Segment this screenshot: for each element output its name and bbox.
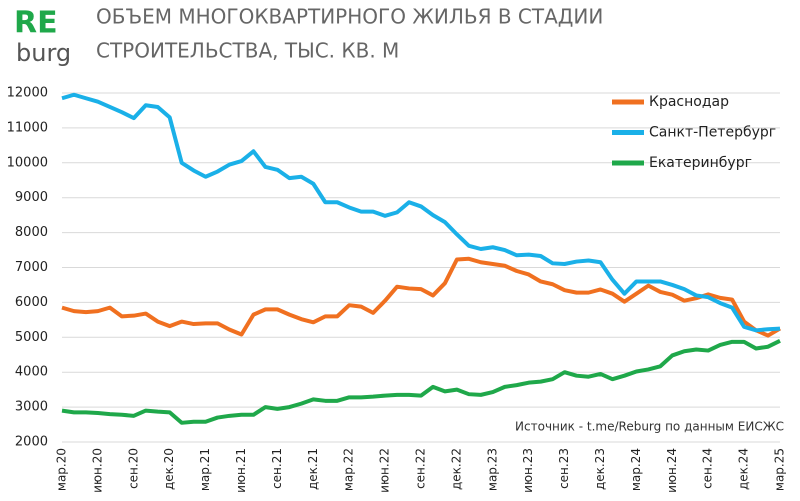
x-tick-label: сен.21	[270, 448, 284, 489]
x-tick-label: июн.24	[665, 448, 679, 493]
logo-top: RE	[14, 6, 58, 41]
x-tick-label: июн.22	[378, 448, 392, 493]
x-tick-label: июн.20	[90, 448, 104, 493]
y-tick-label: 5000	[15, 330, 48, 345]
y-tick-label: 3000	[15, 400, 48, 415]
y-tick-label: 12000	[7, 86, 48, 101]
x-tick-label: мар.21	[198, 448, 212, 491]
x-tick-label: мар.20	[55, 448, 69, 491]
y-tick-label: 11000	[7, 120, 48, 135]
chart-title: ОБЪЕМ МНОГОКВАРТИРНОГО ЖИЛЬЯ В СТАДИИ	[96, 5, 603, 29]
y-tick-label: 10000	[7, 155, 48, 170]
legend-label: Екатеринбург	[649, 155, 752, 171]
series-line	[61, 338, 781, 425]
y-tick-label: 9000	[15, 190, 48, 205]
y-tick-label: 2000	[15, 435, 48, 450]
y-tick-label: 7000	[15, 260, 48, 275]
x-tick-label: дек.22	[449, 448, 463, 490]
logo-bottom: burg	[16, 39, 71, 67]
x-tick-label: сен.22	[414, 448, 428, 489]
x-tick-label: сен.23	[557, 448, 571, 489]
x-tick-label: июн.21	[234, 448, 248, 493]
annotation: Источник - t.me/Reburg по данным ЕИСЖС	[515, 420, 784, 434]
x-tick-label: мар.24	[629, 448, 643, 491]
x-tick-label: мар.23	[485, 448, 499, 491]
series-line	[61, 92, 781, 333]
y-tick-label: 4000	[15, 365, 48, 380]
series-line	[61, 256, 782, 338]
x-tick-label: мар.25	[773, 448, 787, 491]
y-tick-label: 6000	[15, 295, 48, 310]
y-tick-label: 8000	[15, 225, 48, 240]
legend-label: Санкт-Петербург	[649, 125, 776, 141]
x-tick-label: дек.24	[737, 448, 751, 490]
x-tick-label: сен.24	[701, 448, 715, 489]
legend-label: Краснодар	[649, 94, 729, 110]
x-tick-label: дек.20	[162, 448, 176, 490]
x-tick-label: июн.23	[521, 448, 535, 493]
x-tick-label: дек.21	[306, 448, 320, 490]
x-tick-label: мар.22	[342, 448, 356, 491]
x-tick-label: сен.20	[126, 448, 140, 489]
chart-title: СТРОИТЕЛЬСТВА, ТЫС. КВ. М	[96, 39, 399, 63]
x-tick-label: дек.23	[593, 448, 607, 490]
